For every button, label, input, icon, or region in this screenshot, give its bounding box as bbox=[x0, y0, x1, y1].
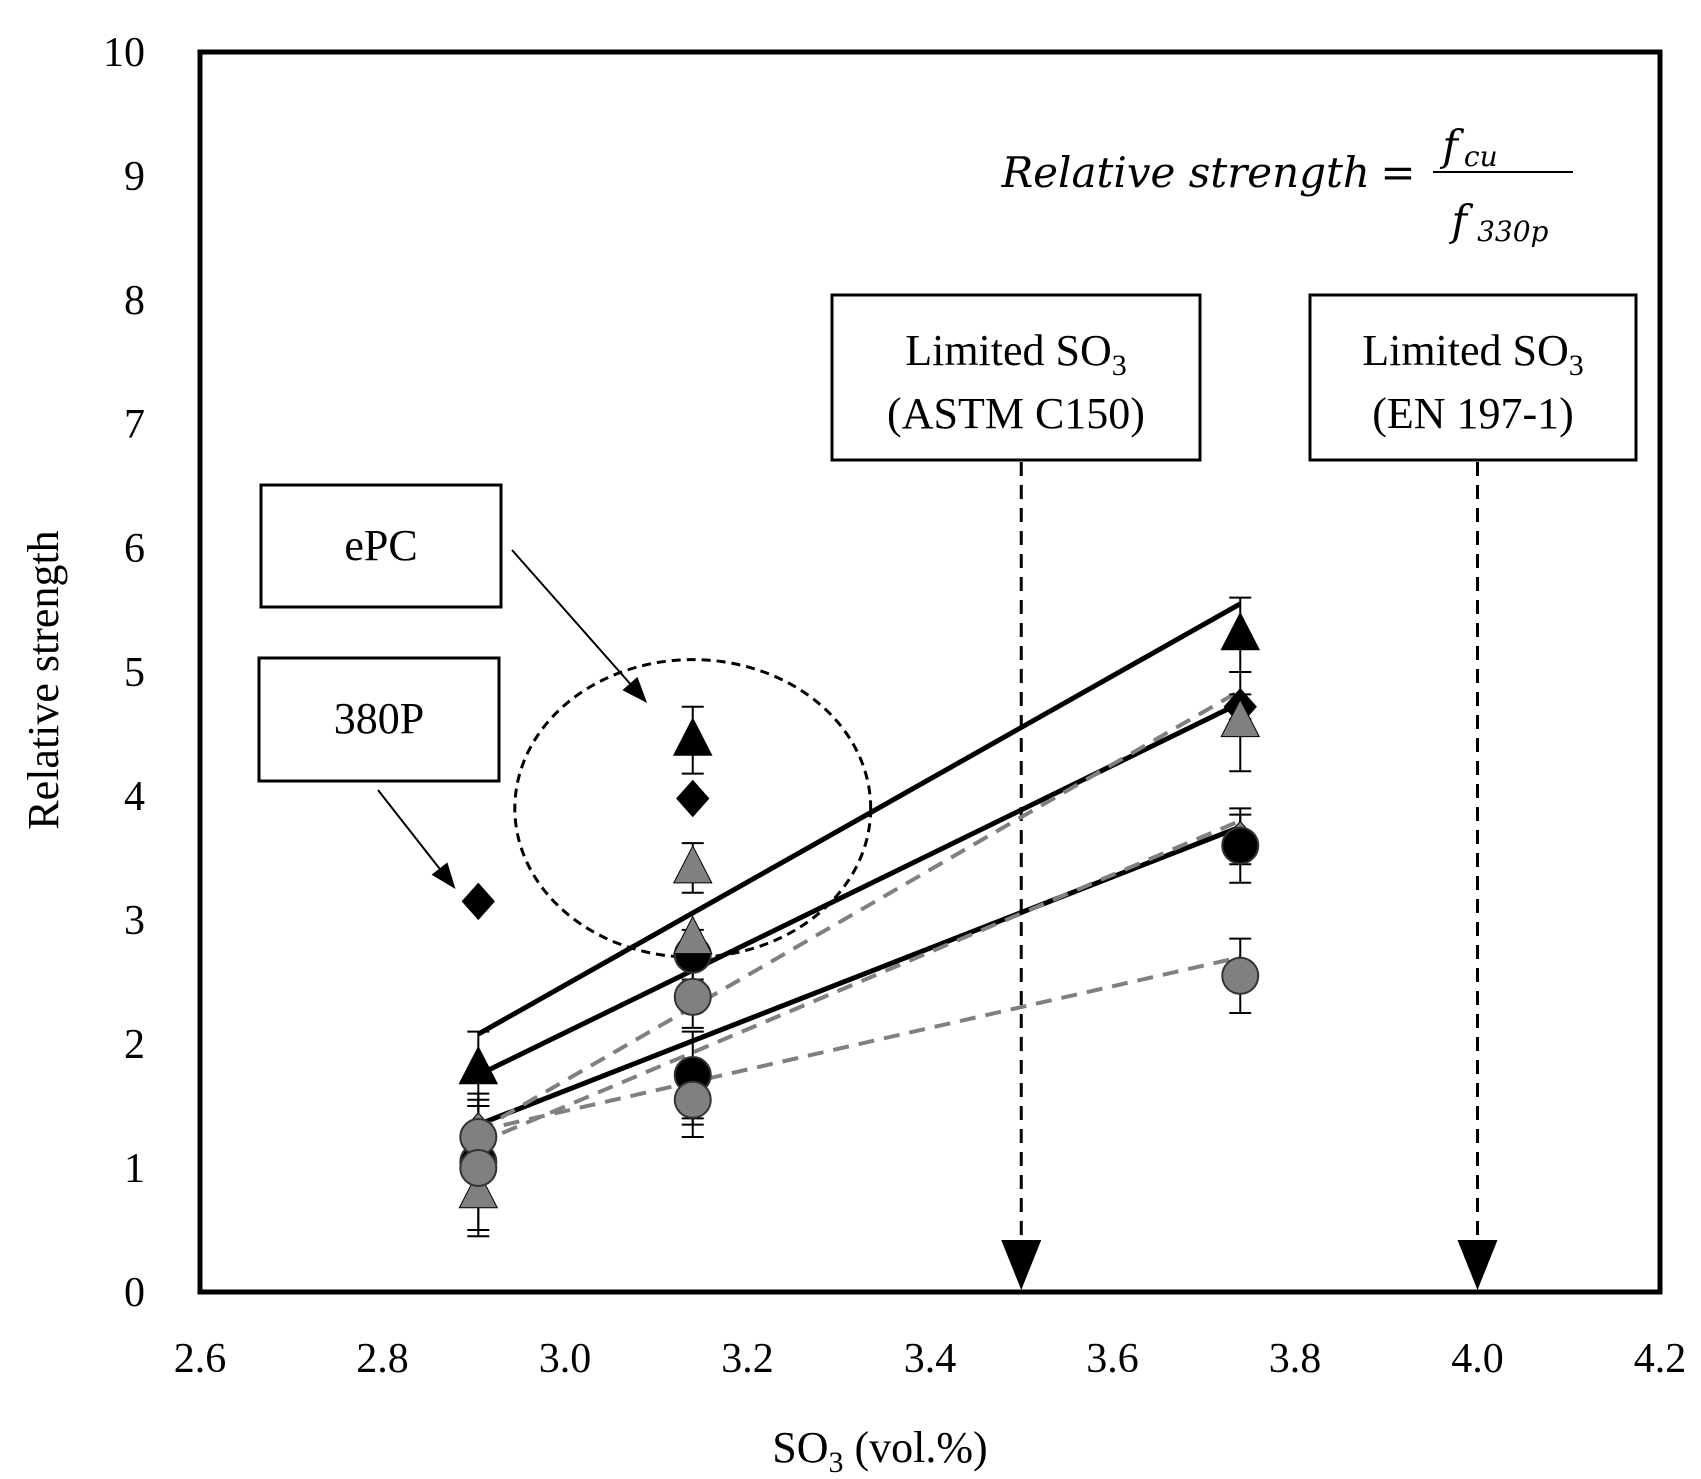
gray-circle-2-point bbox=[459, 1149, 498, 1187]
y-axis-title: Relative strength bbox=[19, 530, 68, 829]
error-bars bbox=[467, 596, 1252, 1238]
formula-den-main: f bbox=[1449, 196, 1474, 245]
y-tick-label: 2 bbox=[124, 1022, 145, 1068]
black-diamond-point bbox=[676, 779, 710, 818]
gray-circle-point bbox=[673, 977, 712, 1016]
black-triangle-point bbox=[672, 717, 713, 756]
y-tick-label: 6 bbox=[124, 526, 145, 572]
label-box-380p-text: 380P bbox=[334, 694, 424, 743]
x-tick-label: 4.2 bbox=[1634, 1336, 1687, 1382]
trendlines bbox=[477, 601, 1242, 1146]
black-triangle-point bbox=[1220, 611, 1261, 651]
gray-circle-point bbox=[1221, 956, 1260, 995]
x-axis-title-main: SO bbox=[772, 1423, 828, 1472]
x-tick-label: 2.8 bbox=[356, 1336, 409, 1382]
x-tick-label: 4.0 bbox=[1451, 1336, 1504, 1382]
limit-arrowhead-0 bbox=[1001, 1240, 1042, 1290]
y-tick-label: 0 bbox=[124, 1270, 145, 1316]
label-box-epc: ePC bbox=[259, 483, 503, 609]
x-axis-ticks: 2.6 2.8 3.0 3.2 3.4 3.6 3.8 4.0 4.2 bbox=[174, 1336, 1687, 1382]
formula-num-main: f bbox=[1439, 121, 1464, 170]
relative-strength-formula: Relative strength = f cu f 330p bbox=[1001, 121, 1573, 248]
380p-arrow-head bbox=[431, 862, 456, 889]
x-tick-label: 3.0 bbox=[539, 1336, 592, 1382]
limit-box-en-sub: 3 bbox=[1569, 349, 1584, 382]
x-tick-label: 3.2 bbox=[721, 1336, 774, 1382]
limit-box-astm-line1: Limited SO3 bbox=[905, 326, 1127, 382]
x-axis-title-suffix: (vol.%) bbox=[844, 1423, 988, 1472]
gray-triangle-point bbox=[1220, 698, 1261, 738]
y-tick-label: 5 bbox=[124, 650, 145, 696]
black-diamond-point bbox=[461, 882, 495, 921]
limit-box-en-frame bbox=[1308, 293, 1638, 462]
limit-box-en: Limited SO3 (EN 197-1) bbox=[1308, 293, 1638, 462]
gray-circle-2-point bbox=[673, 1080, 712, 1119]
formula-den-sub: 330p bbox=[1477, 215, 1548, 248]
x-tick-label: 3.8 bbox=[1269, 1336, 1322, 1382]
formula-lhs: Relative strength bbox=[1001, 148, 1370, 197]
limit-lines bbox=[1001, 462, 1498, 1290]
380p-arrow-shaft bbox=[377, 789, 441, 870]
limit-box-astm-sub: 3 bbox=[1112, 349, 1127, 382]
limit-arrowhead-1 bbox=[1457, 1240, 1498, 1290]
limit-box-astm-main: Limited SO bbox=[905, 326, 1112, 375]
limit-box-en-line1: Limited SO3 bbox=[1362, 326, 1584, 382]
y-tick-label: 10 bbox=[103, 30, 145, 76]
epc-arrow-shaft bbox=[511, 549, 631, 685]
label-box-epc-text: ePC bbox=[344, 521, 417, 570]
gray-triangle-point bbox=[458, 1169, 499, 1209]
x-tick-label: 3.4 bbox=[904, 1336, 957, 1382]
plot-frame bbox=[197, 49, 1663, 1295]
x-tick-label: 3.6 bbox=[1086, 1336, 1139, 1382]
data-markers bbox=[458, 611, 1261, 1209]
trend-solid-1 bbox=[477, 601, 1242, 1037]
trend-dashed-3 bbox=[477, 955, 1241, 1133]
y-tick-label: 4 bbox=[124, 774, 145, 820]
label-box-epc-frame bbox=[259, 483, 503, 609]
y-tick-label: 3 bbox=[124, 898, 145, 944]
gray-triangle-2-point bbox=[672, 915, 713, 955]
y-tick-label: 9 bbox=[124, 154, 145, 200]
epc-arrow-head bbox=[622, 676, 648, 703]
trend-dashed-2 bbox=[477, 818, 1242, 1146]
y-tick-label: 8 bbox=[124, 278, 145, 324]
y-axis-ticks: 0 1 2 3 4 5 6 7 8 9 10 bbox=[103, 30, 145, 1316]
limit-box-en-line2: (EN 197-1) bbox=[1372, 389, 1574, 438]
x-axis-title-sub: 3 bbox=[829, 1446, 844, 1479]
x-axis-title: SO3 (vol.%) bbox=[772, 1423, 987, 1479]
limit-box-astm: Limited SO3 (ASTM C150) bbox=[830, 293, 1202, 462]
y-tick-label: 1 bbox=[124, 1146, 145, 1192]
limit-box-astm-line2: (ASTM C150) bbox=[887, 389, 1145, 438]
label-box-380p-frame bbox=[257, 656, 501, 783]
black-circle-point bbox=[1221, 826, 1260, 865]
gray-triangle-point bbox=[672, 844, 713, 884]
black-triangle-point bbox=[458, 1045, 499, 1085]
label-box-380p: 380P bbox=[257, 656, 501, 783]
y-tick-label: 7 bbox=[124, 402, 145, 448]
annotation-arrows bbox=[377, 549, 648, 889]
trend-solid-3 bbox=[477, 824, 1242, 1127]
formula-num-sub: cu bbox=[1464, 140, 1498, 173]
formula-numerator: f cu bbox=[1439, 121, 1497, 173]
formula-denominator: f 330p bbox=[1449, 196, 1549, 248]
x-tick-label: 2.6 bbox=[174, 1336, 227, 1382]
limit-box-astm-frame bbox=[830, 293, 1202, 462]
formula-equals: = bbox=[1380, 148, 1415, 197]
trend-dashed-1 bbox=[477, 688, 1242, 1133]
limit-box-en-main: Limited SO bbox=[1362, 326, 1569, 375]
